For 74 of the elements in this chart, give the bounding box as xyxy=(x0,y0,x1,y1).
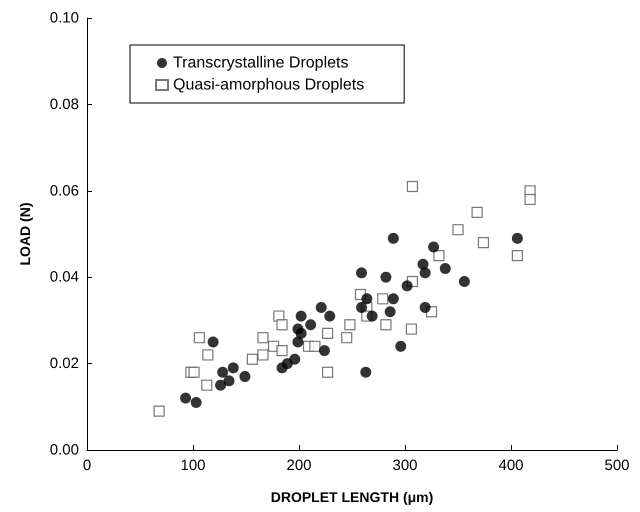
point xyxy=(512,250,523,262)
point xyxy=(276,345,288,356)
point xyxy=(420,302,431,313)
point xyxy=(217,366,228,378)
point xyxy=(344,319,356,330)
point xyxy=(296,310,307,322)
x-tick-label: 300 xyxy=(392,457,418,474)
point xyxy=(377,293,388,304)
point xyxy=(356,267,368,278)
point xyxy=(257,332,269,344)
point xyxy=(366,310,378,322)
point xyxy=(228,362,239,374)
point xyxy=(388,293,399,304)
point xyxy=(194,332,205,344)
point xyxy=(380,319,392,330)
point xyxy=(433,250,445,262)
point xyxy=(420,267,431,278)
point xyxy=(246,354,258,365)
point xyxy=(440,263,451,274)
point xyxy=(452,224,464,236)
legend-label: Transcrystalline Droplets xyxy=(173,54,348,72)
point xyxy=(406,180,418,192)
point xyxy=(322,366,334,378)
legend-label: Quasi-amorphous Droplets xyxy=(173,76,364,94)
y-tick-label: 0.00 xyxy=(50,442,79,458)
point xyxy=(406,323,417,335)
point xyxy=(202,349,214,361)
point xyxy=(276,319,288,330)
point xyxy=(341,332,352,344)
point xyxy=(324,310,336,322)
y-tick-label: 0.10 xyxy=(50,10,79,26)
point xyxy=(360,366,372,378)
point xyxy=(356,302,368,313)
point xyxy=(458,276,470,288)
point xyxy=(395,340,406,352)
y-tick-label: 0.08 xyxy=(50,96,79,113)
point xyxy=(322,328,334,339)
point xyxy=(512,232,523,244)
x-tick-label: 500 xyxy=(604,457,630,474)
x-tick-label: 400 xyxy=(498,457,524,474)
point xyxy=(388,232,399,244)
y-tick-label: 0.02 xyxy=(50,355,79,372)
point xyxy=(402,280,413,292)
point xyxy=(478,237,490,248)
x-axis-title: DROPLET LENGTH (μm) xyxy=(270,489,434,505)
point xyxy=(316,302,327,313)
point xyxy=(215,380,226,391)
point xyxy=(153,406,165,417)
point xyxy=(239,371,250,382)
point xyxy=(296,328,307,339)
point xyxy=(292,336,304,348)
point xyxy=(188,366,200,378)
point xyxy=(224,375,235,386)
point xyxy=(208,336,219,348)
x-tick-label: 200 xyxy=(286,457,312,474)
point xyxy=(289,354,300,365)
point xyxy=(190,396,202,408)
point xyxy=(428,241,440,252)
point xyxy=(257,349,269,361)
y-tick-label: 0.04 xyxy=(50,268,79,286)
point xyxy=(318,345,330,356)
x-tick-label: 100 xyxy=(180,457,206,474)
point xyxy=(471,206,483,218)
point xyxy=(180,392,192,404)
point xyxy=(201,380,212,391)
point xyxy=(380,272,392,283)
y-tick-label: 0.06 xyxy=(50,182,79,200)
y-axis-title: LOAD (N) xyxy=(17,202,33,266)
x-tick-label: 0 xyxy=(82,457,92,474)
point xyxy=(524,194,536,206)
point xyxy=(384,306,396,318)
point xyxy=(305,319,316,330)
point xyxy=(361,293,372,304)
point xyxy=(309,340,320,352)
